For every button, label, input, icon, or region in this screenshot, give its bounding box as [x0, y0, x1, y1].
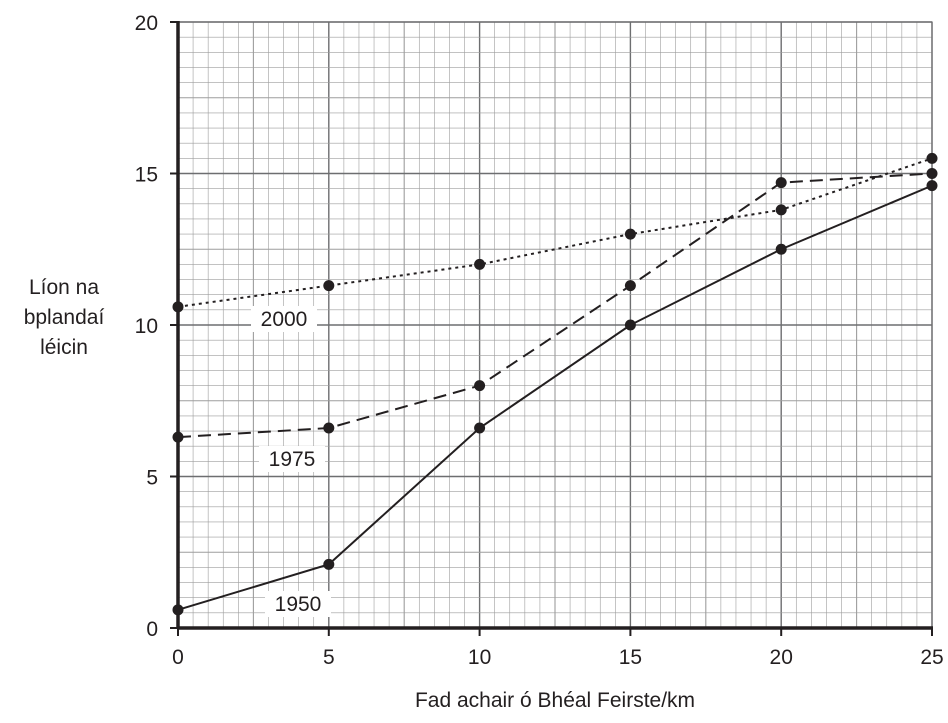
series-line-1975 [177, 172, 933, 439]
y-axis-title: Líon na bplandaí léicin [24, 276, 105, 359]
data-point-1975 [172, 431, 184, 443]
data-point-2000 [624, 228, 636, 240]
y-tick-label: 5 [146, 467, 158, 490]
data-point-1950 [775, 243, 787, 255]
series-lines [172, 152, 938, 616]
x-tick-label: 5 [323, 646, 335, 669]
data-point-1950 [172, 604, 184, 616]
x-axis-title: Fad achair ó Bhéal Feirste/km [415, 689, 695, 712]
data-point-1975 [624, 280, 636, 292]
data-point-2000 [474, 258, 486, 270]
series-label-1950: 1950 [275, 593, 322, 616]
data-point-1975 [323, 422, 335, 434]
series-line-1950 [177, 184, 933, 611]
series-label-bg [265, 591, 331, 617]
data-point-1975 [926, 168, 938, 179]
data-point-2000 [172, 301, 184, 313]
series-label-1975: 1975 [269, 448, 316, 471]
axis-titles: Fad achair ó Bhéal Feirste/km Líon na bpl… [24, 276, 695, 712]
x-tick-label: 20 [770, 646, 793, 669]
y-axis-title-line: bplandaí [24, 306, 105, 329]
x-tick-label: 0 [172, 646, 184, 669]
data-point-1950 [624, 319, 636, 331]
y-tick-label: 0 [146, 618, 158, 641]
y-axis-title-line: léicin [40, 336, 88, 359]
data-point-1950 [926, 180, 938, 192]
data-point-1975 [775, 177, 787, 189]
x-tick-label: 25 [920, 646, 943, 669]
series-line-2000 [177, 157, 933, 308]
data-point-2000 [926, 152, 938, 164]
x-tick-label: 15 [619, 646, 642, 669]
series-label-bg [259, 446, 325, 472]
data-point-2000 [323, 280, 335, 292]
data-point-1975 [474, 380, 486, 392]
data-point-2000 [775, 204, 787, 216]
data-point-1950 [323, 558, 335, 570]
series-labels: 1950 1975 2000 [251, 306, 331, 617]
axes [170, 21, 933, 636]
series-label-2000: 2000 [261, 308, 308, 331]
series-label-bg [251, 306, 317, 332]
grid [177, 21, 933, 629]
y-tick-label: 10 [135, 315, 158, 338]
y-axis-title-line: Líon na [29, 276, 99, 299]
y-tick-label: 20 [135, 12, 158, 35]
data-point-1950 [474, 422, 486, 434]
y-tick-label: 15 [135, 164, 158, 187]
x-tick-label: 10 [468, 646, 491, 669]
tick-labels: 0 5 10 15 20 25 0 5 10 15 20 [135, 12, 944, 669]
